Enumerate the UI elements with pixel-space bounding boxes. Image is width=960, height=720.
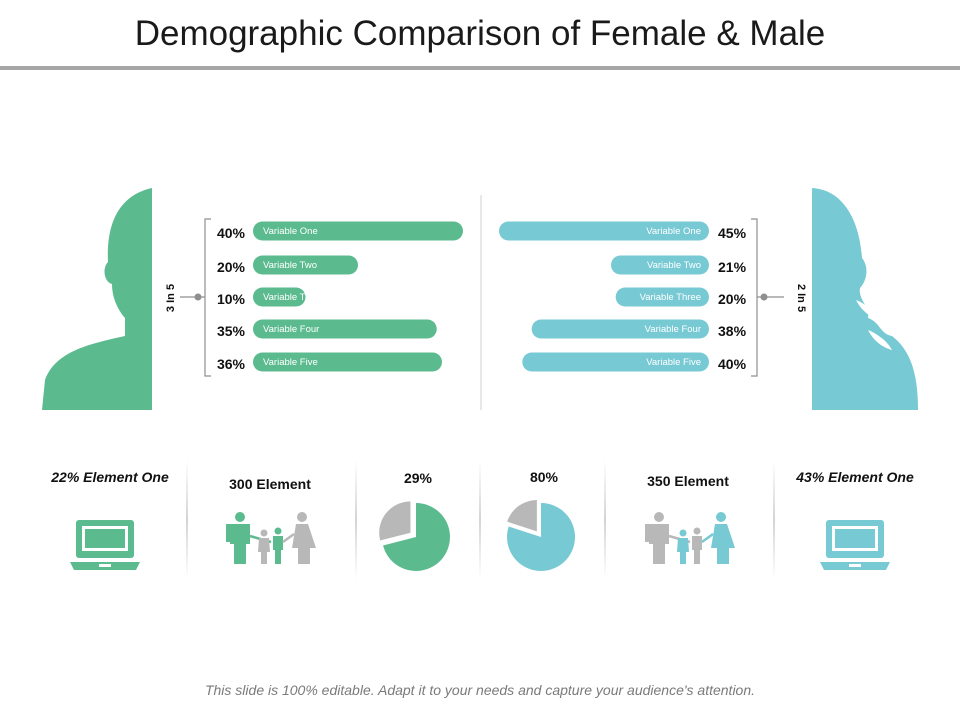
bar-3	[253, 287, 306, 307]
bar-category-label: Variable Four	[645, 324, 701, 335]
male-head-silhouette-icon	[42, 188, 152, 410]
bar-5	[522, 352, 709, 372]
male-bracket-dot	[194, 293, 202, 301]
bar-2	[611, 255, 709, 275]
stats-divider	[604, 460, 606, 580]
female-bracket	[751, 218, 758, 377]
male-pie-chart	[379, 501, 450, 571]
bar-category-label: Variable Four	[263, 324, 319, 335]
male-bracket	[204, 218, 211, 377]
bar-5	[253, 352, 442, 372]
bar-value-label: 21%	[718, 259, 747, 275]
female-pie-chart	[507, 500, 576, 571]
comparison-chart: 3 In 5 2 In 5 Variable One 40% Variable Tw…	[42, 188, 918, 410]
female-ratio-label: 2 In 5	[795, 284, 807, 312]
bar-category-label: Variable Two	[263, 260, 317, 271]
male-pie-label: 29%	[403, 470, 433, 486]
footer-note: This slide is 100% editable. Adapt it to…	[204, 682, 756, 698]
bar-category-label: Variable One	[263, 226, 318, 237]
page-title: Demographic Comparison of Female & Male	[134, 14, 826, 53]
male-element-label: 22% Element One	[51, 469, 169, 485]
male-ratio-label: 3 In 5	[165, 284, 177, 312]
bar-category-label: Variable Three	[640, 292, 701, 303]
bar-1	[499, 221, 709, 241]
male-family-label: 300 Element	[229, 476, 311, 492]
stats-divider	[479, 460, 481, 580]
laptop-icon	[820, 520, 890, 570]
bar-category-label: Variable One	[646, 226, 701, 237]
bar-value-label: 10%	[217, 291, 246, 307]
hair-curl-2	[868, 330, 892, 350]
female-head-silhouette-icon	[812, 188, 918, 410]
bar-4	[253, 319, 437, 339]
female-family-label: 350 Element	[647, 473, 729, 489]
family-icon	[645, 512, 735, 564]
stats-divider	[355, 460, 357, 580]
bar-category-label: Variable Three	[263, 292, 324, 303]
pie-slice-rest	[507, 500, 537, 532]
pie-slice-main	[507, 503, 576, 571]
female-element-label: 43% Element One	[796, 469, 914, 485]
bar-value-label: 20%	[718, 291, 747, 307]
family-icon	[226, 512, 316, 564]
bar-category-label: Variable Five	[263, 357, 318, 368]
bar-value-label: 38%	[718, 323, 747, 339]
male-bar-series: Variable One 40% Variable Two 20% Variable T…	[217, 221, 463, 372]
bar-category-label: Variable Two	[647, 260, 701, 271]
bar-value-label: 20%	[217, 259, 246, 275]
stats-divider	[773, 460, 775, 580]
bar-4	[531, 319, 709, 339]
bar-category-label: Variable Five	[646, 357, 701, 368]
pie-slice-main	[383, 503, 450, 571]
title-divider	[0, 66, 960, 70]
bar-value-label: 40%	[718, 356, 747, 372]
bar-value-label: 36%	[217, 356, 246, 372]
bar-2	[253, 255, 358, 275]
bar-3	[615, 287, 709, 307]
bar-value-label: 35%	[217, 323, 246, 339]
stats-icons	[70, 500, 890, 571]
laptop-icon	[70, 520, 140, 570]
pie-slice-rest	[379, 501, 411, 541]
hair-curl-1	[856, 300, 882, 322]
stats-divider	[186, 460, 188, 580]
female-pie-label: 80%	[529, 469, 559, 485]
female-bracket-dot	[760, 293, 768, 301]
bar-value-label: 45%	[718, 225, 747, 241]
bar-1	[253, 221, 463, 241]
female-bar-series: Variable One 45% Variable Two 21% Variable T…	[499, 221, 747, 372]
bar-value-label: 40%	[217, 225, 246, 241]
